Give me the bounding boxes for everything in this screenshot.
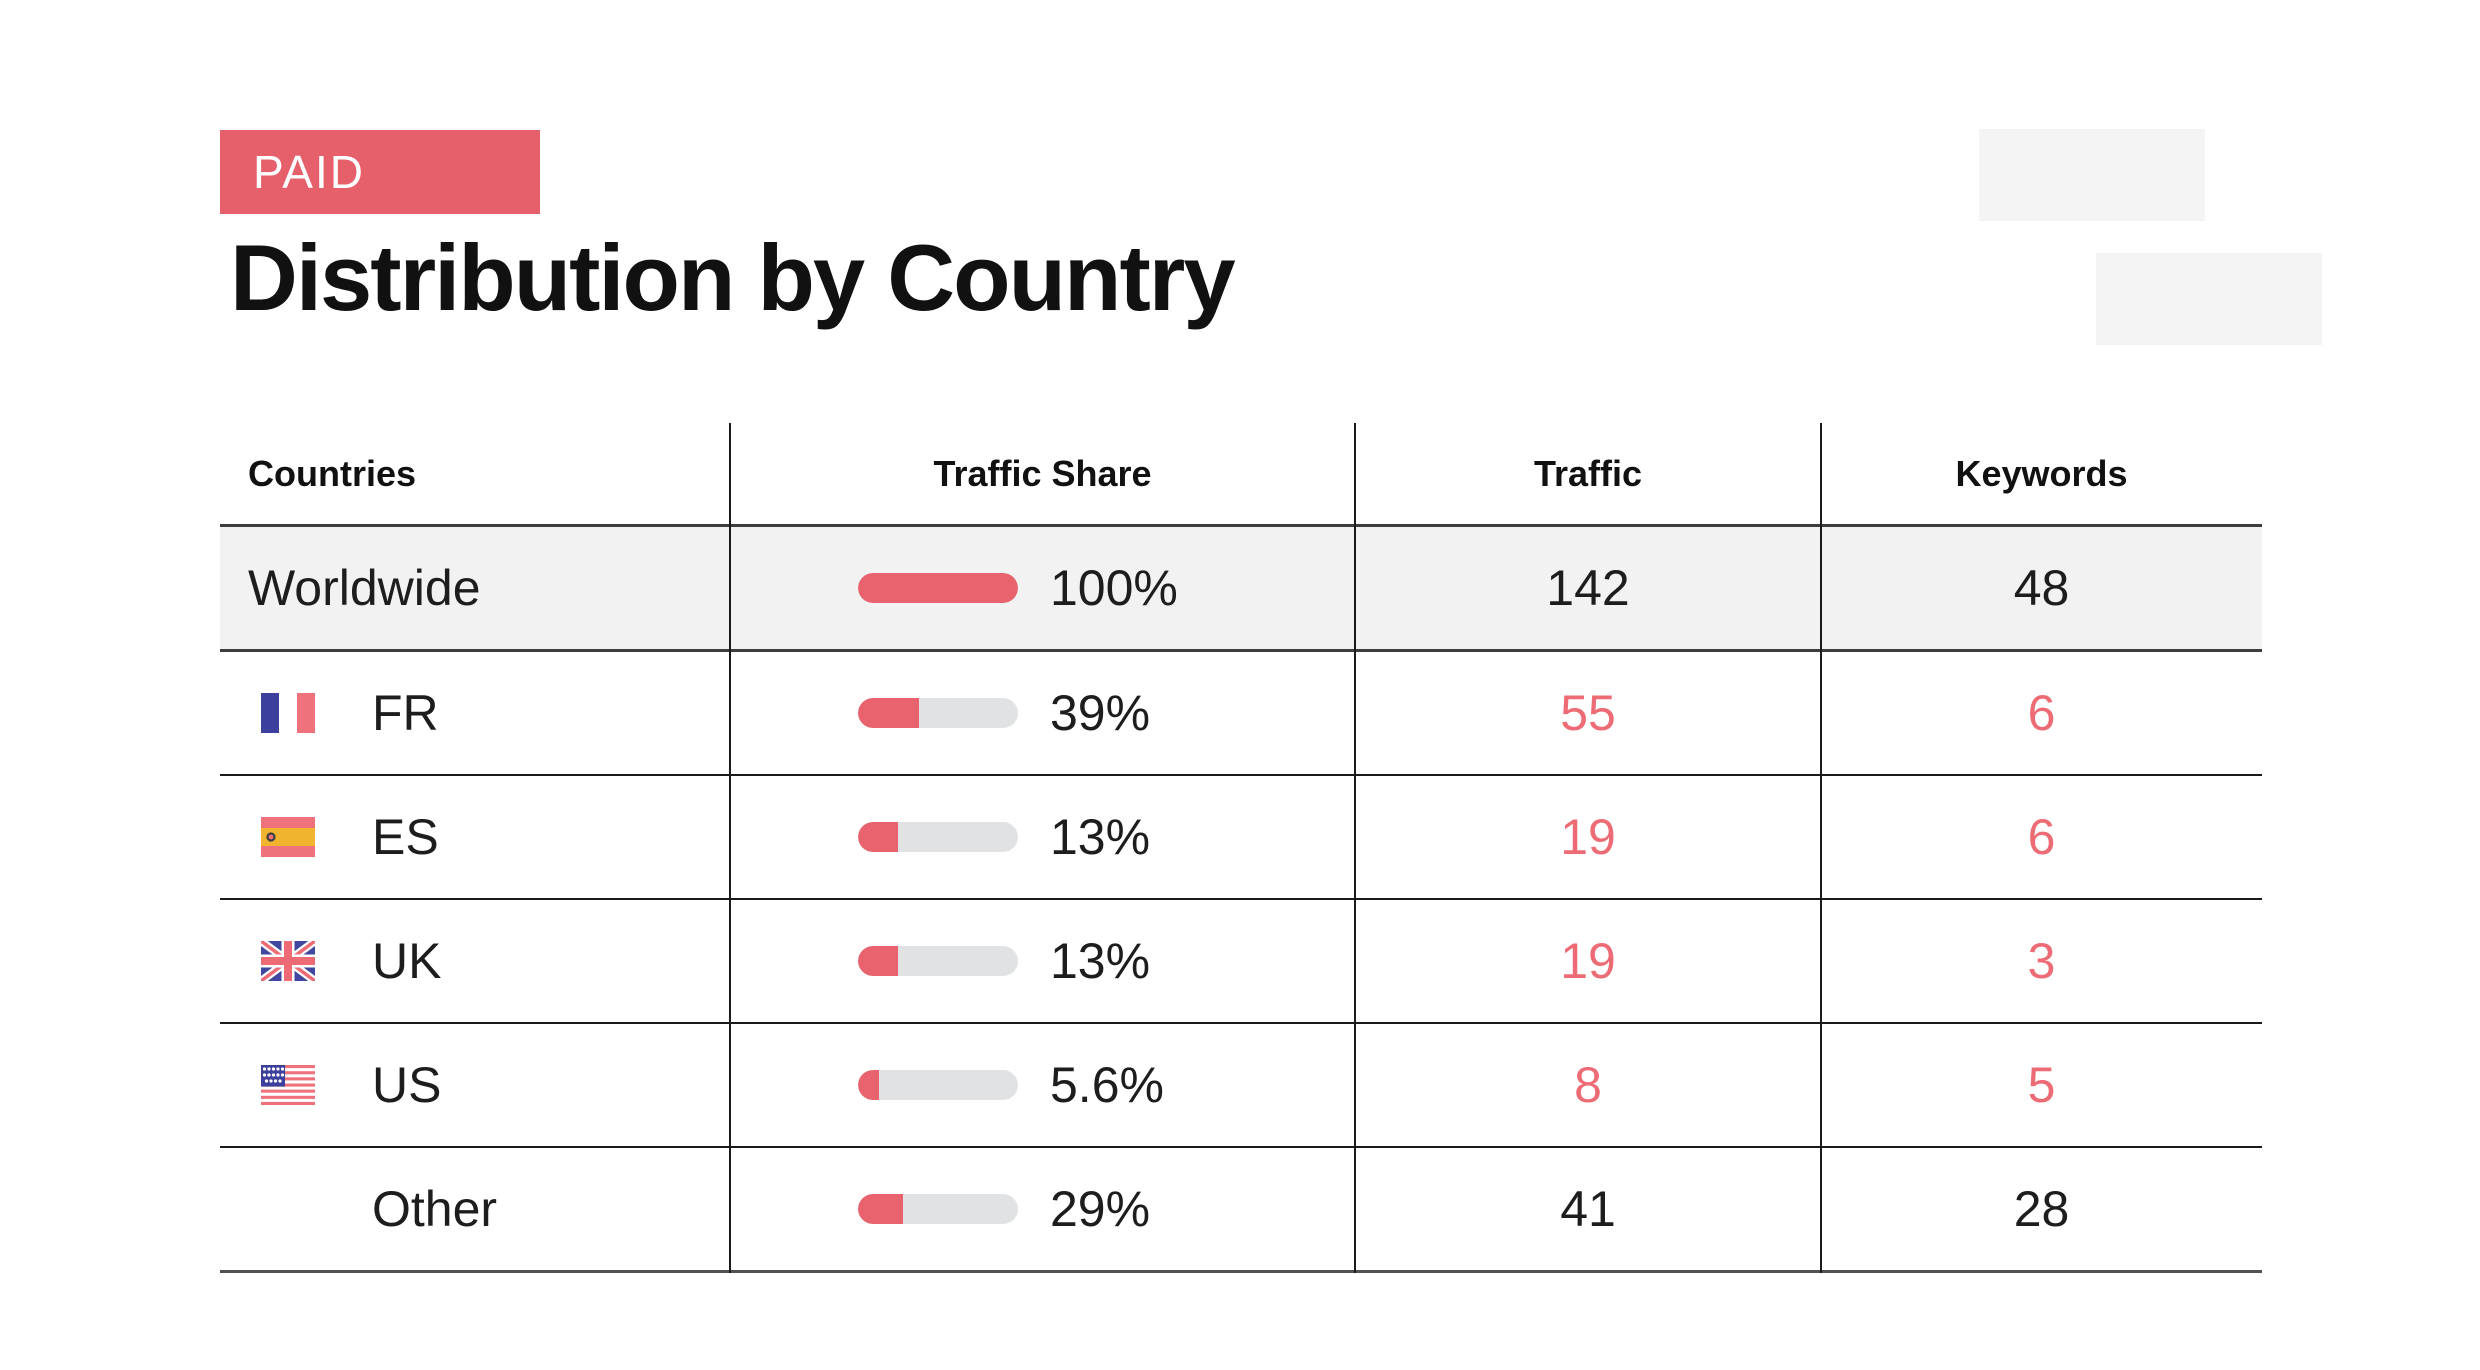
traffic-share-bar-fill — [858, 1194, 903, 1224]
flag-es-icon — [261, 817, 315, 857]
traffic-share-bar — [858, 698, 1018, 728]
country-cell: FR — [220, 684, 730, 742]
column-header-keywords: Keywords — [1955, 452, 2128, 494]
paid-badge: PAID — [220, 130, 540, 214]
traffic-share-cell: 39% — [730, 684, 1355, 742]
flag-us-icon — [261, 1065, 315, 1105]
traffic-share-cell: 13% — [730, 808, 1355, 866]
traffic-share-cell: 13% — [730, 932, 1355, 990]
keywords-value: 6 — [2027, 685, 2056, 741]
traffic-share-value: 39% — [1050, 685, 1151, 741]
table-header-row: Countries Traffic Share Traffic Keywords — [220, 423, 2262, 524]
column-divider-3 — [1820, 423, 1822, 1273]
country-label: US — [372, 1057, 442, 1113]
traffic-value: 142 — [1546, 560, 1630, 616]
traffic-share-bar — [858, 1070, 1018, 1100]
traffic-share-bar-fill — [858, 1070, 879, 1100]
country-label: ES — [372, 809, 439, 865]
table-row: ES 13% 19 6 — [220, 774, 2262, 898]
traffic-share-bar — [858, 1194, 1018, 1224]
traffic-value: 8 — [1574, 1057, 1602, 1113]
traffic-share-bar — [858, 946, 1018, 976]
country-cell: ES — [220, 808, 730, 866]
keywords-value: 28 — [2013, 1181, 2070, 1237]
country-label: FR — [372, 685, 439, 741]
redacted-block-bottom — [2096, 253, 2322, 345]
keywords-value: 6 — [2027, 809, 2056, 865]
column-header-traffic: Traffic — [1533, 452, 1643, 494]
keywords-value: 5 — [2027, 1057, 2056, 1113]
country-flag-slot — [261, 941, 315, 981]
traffic-share-cell: 100% — [730, 559, 1355, 617]
table-body: Worldwide 100% 142 48 FR 39% 55 6 — [220, 524, 2262, 1273]
traffic-share-value: 13% — [1050, 809, 1151, 865]
traffic-value: 55 — [1560, 685, 1616, 741]
table-row: FR 39% 55 6 — [220, 649, 2262, 774]
country-distribution-table: Countries Traffic Share Traffic Keywords… — [220, 423, 2262, 1273]
column-header-countries: Countries — [248, 452, 417, 494]
country-label: Worldwide — [248, 560, 481, 616]
traffic-share-value: 29% — [1050, 1181, 1151, 1237]
traffic-share-bar — [858, 822, 1018, 852]
country-cell: UK — [220, 932, 730, 990]
traffic-share-cell: 5.6% — [730, 1056, 1355, 1114]
traffic-share-bar-fill — [858, 573, 1018, 603]
country-flag-slot — [261, 1189, 315, 1229]
traffic-value: 19 — [1560, 809, 1616, 865]
flag-fr-icon — [261, 693, 315, 733]
traffic-share-bar — [858, 573, 1018, 603]
traffic-share-bar-fill — [858, 822, 898, 852]
country-label: UK — [372, 933, 442, 989]
country-flag-slot — [261, 817, 315, 857]
flag-uk-icon — [261, 941, 315, 981]
traffic-share-value: 13% — [1050, 933, 1151, 989]
table-row: UK 13% 19 3 — [220, 898, 2262, 1022]
country-cell: US — [220, 1056, 730, 1114]
country-cell: Other — [220, 1180, 730, 1238]
table-row: Worldwide 100% 142 48 — [220, 524, 2262, 649]
paid-badge-label: PAID — [253, 146, 365, 198]
table-row: Other 29% 41 28 — [220, 1146, 2262, 1270]
keywords-value: 3 — [2027, 933, 2056, 989]
traffic-value: 19 — [1560, 933, 1616, 989]
traffic-share-value: 100% — [1050, 560, 1178, 616]
country-label: Other — [372, 1181, 498, 1237]
country-flag-slot — [261, 693, 315, 733]
keywords-value: 48 — [2013, 560, 2070, 616]
traffic-share-value: 5.6% — [1050, 1057, 1164, 1113]
traffic-share-bar-fill — [858, 698, 919, 728]
column-header-traffic-share: Traffic Share — [933, 452, 1152, 494]
traffic-value: 41 — [1560, 1181, 1616, 1237]
column-divider-2 — [1354, 423, 1356, 1273]
country-cell: Worldwide — [220, 559, 730, 617]
page-title: Distribution by Country — [230, 225, 1236, 330]
column-divider-1 — [729, 423, 731, 1273]
traffic-share-cell: 29% — [730, 1180, 1355, 1238]
traffic-share-bar-fill — [858, 946, 898, 976]
country-flag-slot — [261, 1065, 315, 1105]
redacted-block-top — [1979, 129, 2205, 221]
table-row: US 5.6% 8 5 — [220, 1022, 2262, 1146]
